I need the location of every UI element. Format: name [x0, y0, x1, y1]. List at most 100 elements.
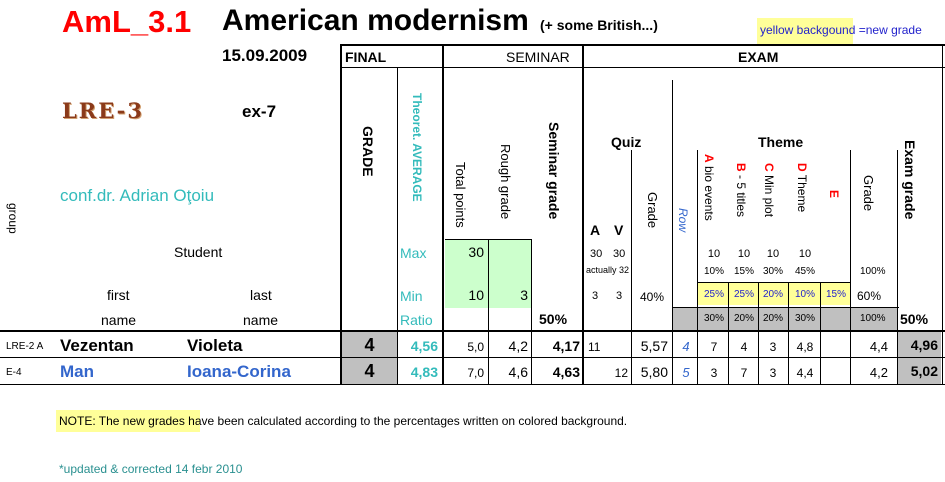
student-total-points: 5,0: [467, 340, 484, 354]
ratio-theme-a: 30%: [703, 313, 724, 324]
theme-e-header: E: [827, 190, 841, 199]
max-theme-d: 10: [798, 248, 812, 260]
col-line-c: [788, 282, 789, 385]
student-rough-grade: 4,2: [508, 338, 528, 354]
theme-d-label: Theme: [795, 171, 809, 213]
quiz-header: Quiz: [611, 134, 642, 150]
theoret-avg-header: Theoret. AVERAGE: [410, 93, 424, 202]
ratio-exam: 50%: [900, 311, 929, 327]
total-points-header: Total points: [453, 162, 468, 228]
min-quiz-a: 3: [592, 290, 599, 302]
student-theme-a: 7: [710, 340, 718, 354]
theme-b-header: B - 5 titles: [734, 163, 748, 217]
col-line-rough: [531, 239, 532, 385]
ratio-theme-d: 30%: [794, 313, 815, 324]
student-theme-grade: 4,2: [869, 365, 888, 380]
min-theme-a-pct: 25%: [703, 289, 724, 300]
min-theme-d-pct: 10%: [794, 289, 815, 300]
student-theoret-avg: 4,83: [410, 364, 438, 380]
theme-a-label: bio events: [702, 162, 716, 221]
course-subtitle: (+ some British...): [540, 17, 658, 33]
group-col-label: group: [6, 203, 20, 234]
ratio-theme-b: 20%: [733, 313, 754, 324]
header-top-line: [340, 44, 945, 46]
theme-pct-line: [698, 282, 850, 283]
theme-a-letter: A: [702, 154, 716, 163]
student-first-name: Vezentan: [60, 336, 134, 355]
exam-header: EXAM: [738, 49, 779, 65]
student-quiz-v: 12: [614, 366, 628, 380]
pct-theme-c: 30%: [762, 266, 783, 277]
student-exam-grade: 4,96: [910, 337, 938, 353]
max-quiz-actually: actually 32: [586, 265, 630, 275]
row-header: Row: [676, 208, 690, 233]
student-quiz-grade: 5,80: [640, 364, 668, 380]
min-quiz-v: 3: [616, 290, 623, 302]
min-theme-b-pct: 25%: [733, 289, 754, 300]
min-label: Min: [400, 288, 423, 304]
student-quiz-a: 11: [588, 340, 601, 354]
lecturer: conf.dr. Adrian Oţoiu: [60, 186, 215, 205]
rough-grade-header: Rough grade: [498, 144, 513, 220]
section-header-line: [340, 67, 945, 68]
note-text: NOTE: The new grades have been calculate…: [59, 414, 628, 428]
pct-theme-a: 10%: [703, 266, 724, 277]
col-line-quizgrade: [672, 80, 673, 385]
student-last-name: Violeta: [187, 336, 243, 355]
date: 15.09.2009: [222, 46, 308, 65]
pct-theme-d: 45%: [794, 266, 815, 277]
final-header: FINAL: [345, 49, 387, 65]
student-final-grade: 4: [364, 335, 375, 355]
theme-a-header: A bio events: [702, 154, 716, 221]
student-theme-b: 7: [740, 366, 748, 380]
ratio-seminar: 50%: [539, 311, 568, 327]
last-label: last: [250, 287, 272, 303]
table-body-top-line: [0, 330, 945, 332]
student-exam-grade: 5,02: [910, 363, 938, 379]
theme-c-label: Min plot: [762, 171, 776, 218]
seminar-grade-header: Seminar grade: [546, 122, 562, 220]
updated-note: *updated & corrected 14 febr 2010: [59, 462, 243, 476]
col-line-exam: [582, 44, 584, 385]
max-quiz-a: 30: [590, 248, 603, 260]
legend-yellow-bg: [757, 18, 853, 45]
theme-grade-header: Grade: [861, 175, 876, 212]
course-code: AmL_3.1: [62, 4, 192, 39]
col-line-d: [820, 282, 821, 385]
theme-d-header: D Theme: [795, 163, 809, 212]
pct-theme-grade: 100%: [860, 266, 886, 277]
ratio-gray-fill: [673, 308, 898, 330]
col-line-row: [697, 150, 698, 385]
max-quiz-v: 30: [613, 248, 626, 260]
student-first-name: Man: [60, 362, 94, 381]
student-theme-a: 3: [710, 366, 718, 380]
ratio-theme-grade: 100%: [860, 313, 886, 324]
student-label: Student: [174, 244, 223, 260]
ratio-theme-c: 20%: [762, 313, 783, 324]
student-quiz-grade: 5,57: [640, 338, 668, 354]
student-theme-grade: 4,4: [869, 339, 888, 354]
quiz-v-header: V: [614, 222, 624, 238]
col-line-quiz: [631, 150, 632, 385]
student-group: E-4: [6, 367, 22, 378]
max-total-points: 30: [468, 244, 484, 260]
col-line-left: [340, 44, 342, 385]
table-bottom-line: [0, 384, 945, 385]
seminar-header: SEMINAR: [506, 49, 570, 65]
max-theme-c: 10: [766, 248, 780, 260]
min-theme-grade-pct: 60%: [857, 289, 882, 303]
student-rough-grade: 4,6: [508, 364, 528, 380]
quiz-grade-header: Grade: [645, 192, 660, 229]
student-group: LRE-2 A: [6, 341, 44, 352]
student-seminar-grade: 4,63: [552, 364, 580, 380]
pct-theme-b: 15%: [733, 266, 754, 277]
student-theoret-avg: 4,56: [410, 338, 438, 354]
theme-d-letter: D: [795, 163, 809, 172]
min-rough-grade: 3: [520, 287, 528, 303]
student-total-points: 7,0: [467, 366, 484, 380]
col-line-seminar: [442, 44, 444, 385]
student-theme-d: 4,4: [796, 366, 814, 380]
student-last-name: Ioana-Corina: [187, 362, 291, 381]
theme-c-header: C Min plot: [762, 163, 776, 217]
ratio-line: [673, 307, 899, 308]
